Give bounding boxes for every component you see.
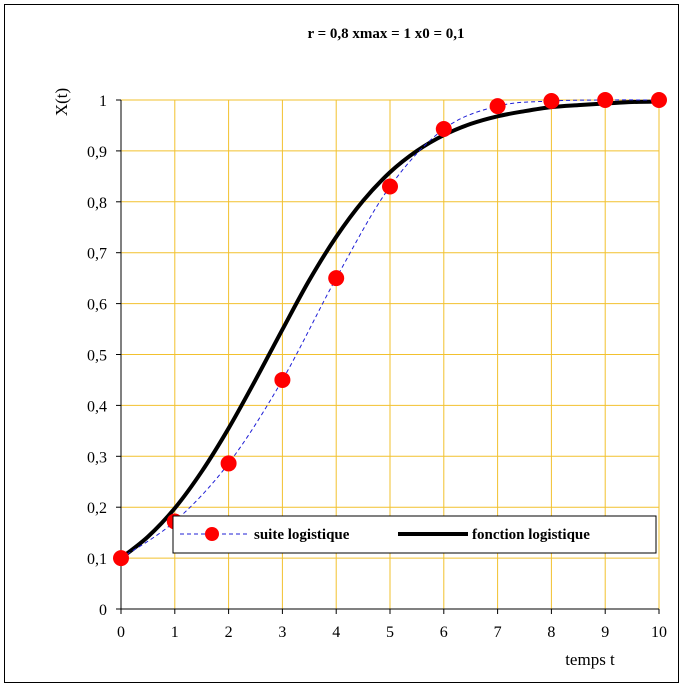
x-tick-label: 7 [494,624,502,641]
x-tick-label: 10 [651,624,667,641]
y-tick-label: 0,3 [87,449,107,466]
y-tick-label: 0,9 [87,144,107,161]
tick-labels: 0 1 2 3 4 5 6 7 8 9 10 0 0,1 0,2 0,3 0,4 0,5 0,6 0,7 0,8 0,9… [87,93,667,641]
x-tick-label: 8 [547,624,555,641]
data-point-suite [543,93,560,110]
x-tick-label: 1 [171,624,179,641]
axes [116,99,660,614]
y-tick-label: 0,4 [87,398,107,415]
x-tick-label: 6 [440,624,448,641]
data-point-suite [113,550,129,567]
series-fonction-line [119,99,660,560]
data-point-suite [597,92,614,108]
x-tick-label: 3 [278,624,286,641]
y-tick-label: 0,2 [87,500,107,517]
legend-label-fonction: fonction logistique [472,527,590,543]
y-tick-label: 0,7 [87,246,107,263]
y-tick-label: 0,1 [87,551,107,568]
y-tick-label: 0,6 [87,297,107,314]
x-tick-label: 0 [117,624,125,641]
y-tick-label: 0,8 [87,195,107,212]
x-axis-label: temps t [565,650,615,669]
y-tick-label: 0,5 [87,348,107,365]
x-tick-label: 4 [332,624,340,641]
x-tick-label: 5 [386,624,394,641]
y-tick-label: 1 [99,93,107,110]
legend-marker-suite [205,527,219,541]
data-point-suite [435,121,452,138]
legend: suite logistique fonction logistique [172,515,657,554]
data-point-suite [328,270,345,287]
data-point-suite [274,371,291,388]
data-point-suite [489,98,506,115]
data-point-suite [651,92,667,108]
x-tick-label: 9 [601,624,609,641]
legend-label-suite: suite logistique [254,527,350,543]
y-tick-label: 0 [99,602,107,619]
y-axis-label: X(t) [52,88,71,116]
x-tick-label: 2 [225,624,233,641]
chart-title: r = 0,8 xmax = 1 x0 = 0,1 [307,26,464,42]
data-point-suite [382,178,398,195]
series-fonction-logistique [119,99,660,560]
data-point-suite [220,455,237,472]
